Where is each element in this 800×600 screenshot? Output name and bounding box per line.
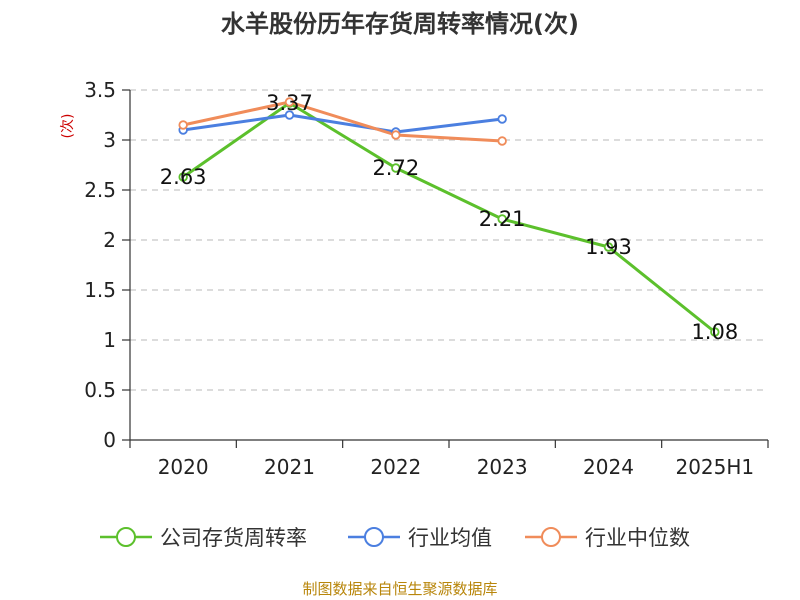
data-label: 2.63 — [160, 165, 207, 189]
data-label: 2.21 — [479, 207, 526, 231]
data-label: 3.37 — [266, 91, 313, 115]
data-point — [284, 97, 295, 107]
y-tick-label: 3.5 — [84, 78, 116, 102]
y-tick-label: 0 — [103, 428, 116, 452]
series-line-0 — [182, 101, 716, 334]
x-tick-label: 2022 — [370, 455, 421, 479]
y-tick-label: 3 — [103, 128, 116, 152]
x-tick-label: 2020 — [158, 455, 209, 479]
data-point — [497, 214, 507, 224]
legend-marker — [541, 527, 561, 547]
chart-title: 水羊股份历年存货周转率情况(次) — [221, 10, 579, 38]
series-line-2 — [182, 100, 503, 143]
x-tick-label: 2025H1 — [675, 455, 754, 479]
y-tick-label: 1 — [103, 328, 116, 352]
series-line-1 — [182, 113, 503, 134]
source-note: 制图数据来自恒生聚源数据库 — [302, 580, 497, 598]
legend-label: 行业均值 — [408, 526, 492, 550]
data-point — [178, 120, 188, 130]
data-point — [391, 130, 401, 140]
data-point — [710, 327, 720, 337]
data-label: 1.93 — [585, 235, 632, 259]
series-layer — [178, 97, 720, 337]
axes: 0 0.5 1 1.5 2 2.5 3 3.5 2020 2021 2022 2023 2024 2025… — [84, 78, 769, 479]
legend-label: 行业中位数 — [585, 526, 690, 550]
data-point — [284, 110, 295, 120]
data-point — [603, 242, 614, 252]
data-point — [178, 172, 188, 182]
y-tick-label: 0.5 — [84, 378, 116, 402]
legend-label: 公司存货周转率 — [160, 526, 307, 550]
data-point — [497, 114, 507, 124]
y-tick-label: 2.5 — [84, 178, 116, 202]
grid — [130, 89, 768, 391]
data-label: 2.72 — [372, 156, 419, 180]
x-tick-label: 2024 — [583, 455, 634, 479]
legend-marker — [116, 527, 136, 547]
data-point — [391, 163, 401, 173]
y-axis-label: (次) — [60, 114, 76, 139]
data-point — [497, 136, 507, 146]
y-tick-label: 2 — [103, 228, 116, 252]
x-tick-label: 2021 — [264, 455, 315, 479]
data-labels: 2.63 3.37 2.72 2.21 1.93 1.08 — [160, 91, 738, 344]
legend-marker — [364, 527, 384, 547]
data-label: 1.08 — [691, 320, 738, 344]
x-tick-label: 2023 — [477, 455, 528, 479]
legend[interactable]: 公司存货周转率 行业均值 行业中位数 — [100, 526, 690, 550]
y-tick-label: 1.5 — [84, 278, 116, 302]
